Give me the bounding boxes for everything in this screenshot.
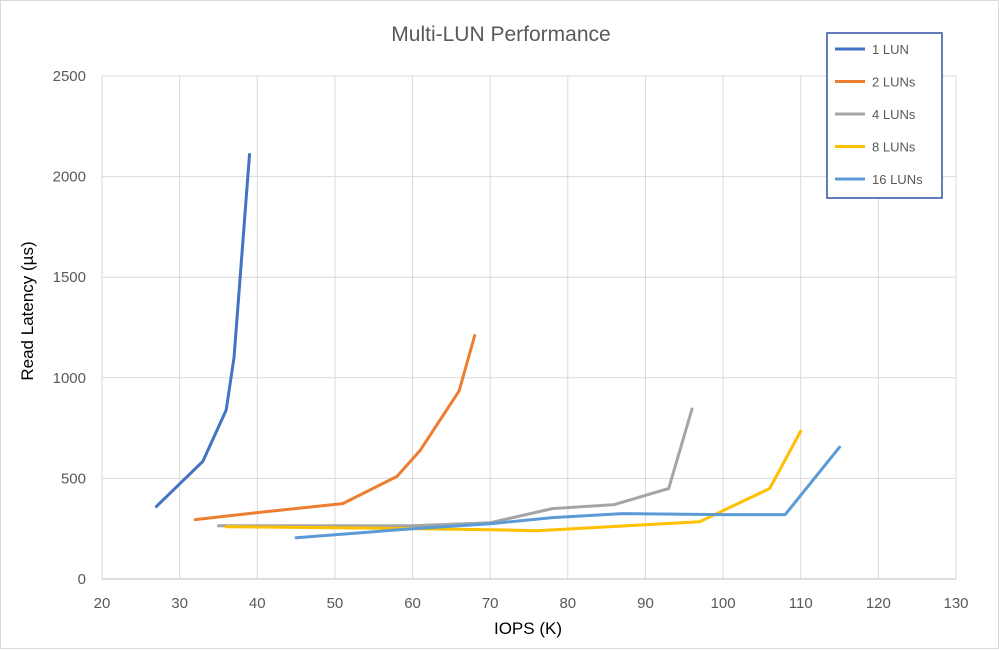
y-tick-label: 2500 [53,68,86,85]
x-tick-label: 130 [943,595,968,612]
x-tick-label: 20 [94,595,111,612]
y-tick-label: 1500 [53,269,86,286]
y-tick-label: 500 [61,470,86,487]
chart-title: Multi-LUN Performance [391,23,610,46]
x-tick-label: 30 [171,595,188,612]
x-tick-label: 80 [559,595,576,612]
series-line-4 [224,429,803,533]
x-tick-label: 60 [404,595,421,612]
y-tick-label: 1000 [53,370,86,387]
y-tick-label: 2000 [53,169,86,186]
x-tick-label: 90 [637,595,654,612]
series-line-5 [294,445,841,540]
legend-label: 2 LUNs [872,75,916,90]
y-axis-title: Read Latency (µs) [18,241,37,380]
x-tick-label: 50 [327,595,344,612]
x-tick-label: 100 [711,595,736,612]
series-line-3 [217,407,694,528]
legend-label: 1 LUN [872,42,909,57]
y-tick-label: 0 [78,571,86,588]
axes: 20 30 40 50 60 70 80 90 100 110 120 130 0 500 1000 1500… [53,68,969,612]
x-tick-label: 120 [866,595,891,612]
x-tick-label: 40 [249,595,266,612]
legend: 1 LUN 2 LUNs 4 LUNs 8 LUNs 16 LUNs [826,32,943,199]
legend-label: 4 LUNs [872,107,916,122]
legend-label: 8 LUNs [872,140,916,155]
x-tick-label: 70 [482,595,499,612]
series-line-2 [193,334,477,522]
legend-label: 16 LUNs [872,172,923,187]
x-tick-label: 110 [789,595,813,612]
series-lines [154,153,841,540]
x-axis-title: IOPS (K) [494,619,562,638]
series-line-1 [154,153,251,509]
